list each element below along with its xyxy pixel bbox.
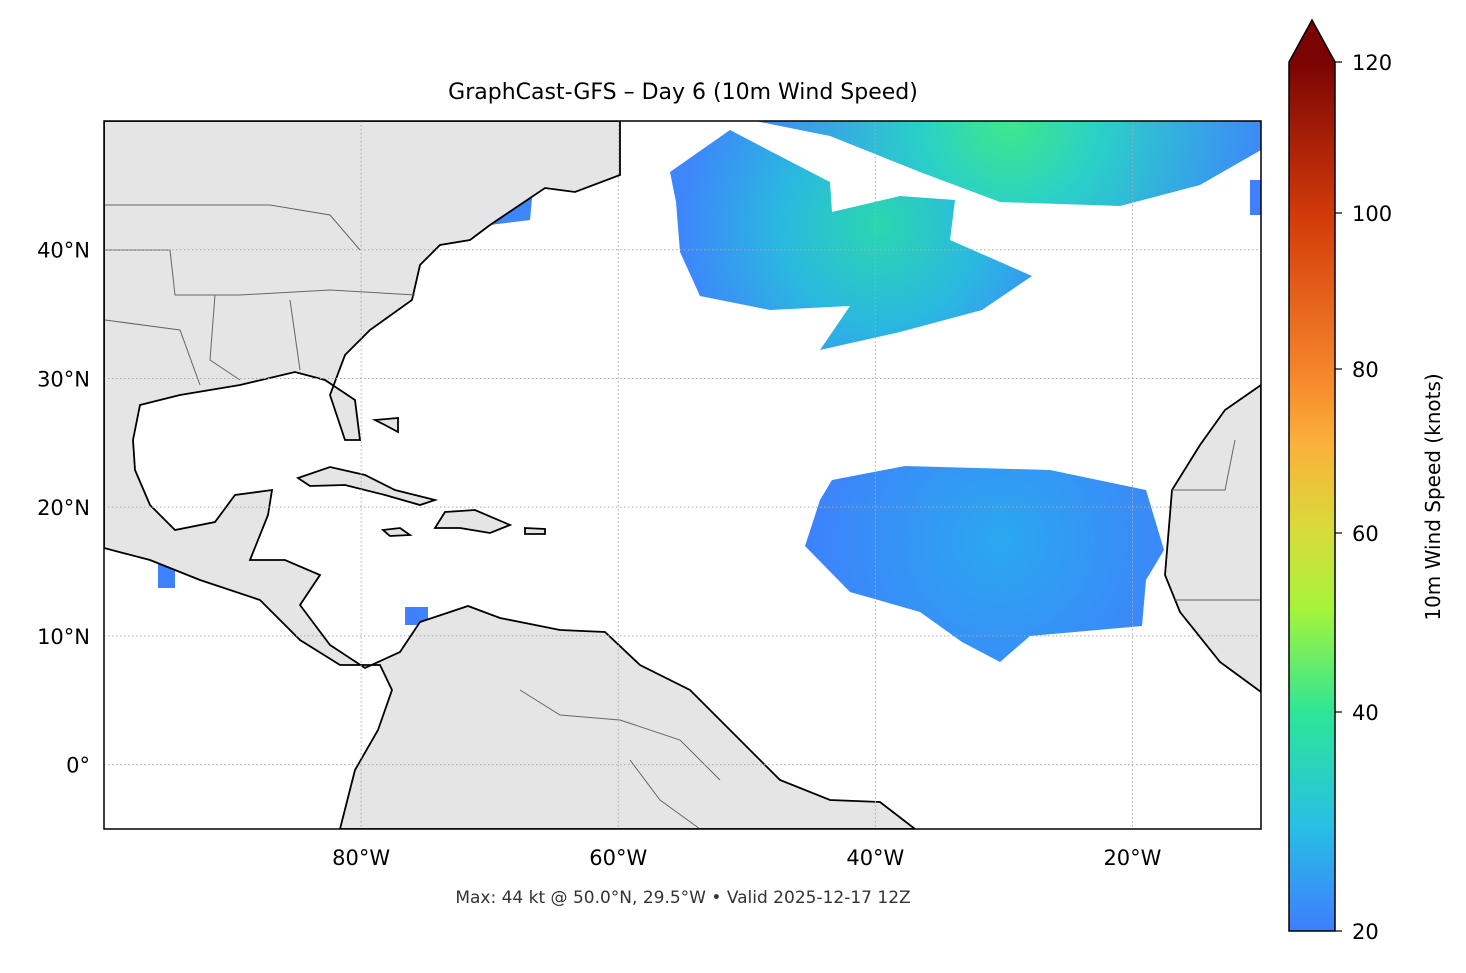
americas-landmass [104,121,917,829]
colorbar-tick-label: 20 [1352,920,1379,944]
colorbar-tick-label: 120 [1352,51,1392,75]
colorbar-tick-label: 100 [1352,202,1392,226]
wind-area-north [755,121,1261,206]
colorbar-gradient [1289,62,1335,931]
lat-tick-label: 30°N [37,367,90,391]
colorbar-tick-label: 40 [1352,701,1379,725]
lon-tick-label: 40°W [846,846,904,870]
colorbar-tick-label: 60 [1352,522,1379,546]
lon-tick-label: 80°W [332,846,390,870]
jamaica [380,527,413,537]
africa [1164,383,1261,694]
footer-info: Max: 44 kt @ 50.0°N, 29.5°W • Valid 2025… [455,888,910,908]
map-area [104,121,1261,829]
colorbar: 20 40 60 80 100 120 10m Wind Speed (knots) [1288,18,1445,944]
lat-tick-label: 40°N [37,239,90,263]
map-frame [103,120,1262,830]
colorbar-label: 10m Wind Speed (knots) [1421,373,1445,620]
hispaniola [433,509,513,534]
wind-patch [1250,180,1261,215]
lat-tick-label: 0° [66,754,90,778]
colorbar-outline [1288,18,1336,932]
lon-tick-label: 20°W [1103,846,1161,870]
gridlines [104,121,1261,829]
bahamas [371,417,399,434]
colorbar-extend-arrow [1289,20,1335,62]
lon-tick-label: 60°W [589,846,647,870]
borders [104,204,1261,829]
colorbar-ticks: 20 40 60 80 100 120 [1335,51,1392,944]
colorbar-tick-label: 80 [1352,358,1379,382]
lat-tick-label: 20°N [37,496,90,520]
lon-tick-labels: 80°W 60°W 40°W 20°W [332,846,1162,870]
wind-area-central [670,130,1032,350]
land [104,121,1261,829]
wind-area-south [805,466,1164,662]
chart-title: GraphCast-GFS – Day 6 (10m Wind Speed) [448,80,918,105]
lat-tick-labels: 40°N 30°N 20°N 10°N 0° [37,239,90,778]
puerto-rico [524,527,546,535]
cuba [295,466,439,506]
lat-tick-label: 10°N [37,625,90,649]
